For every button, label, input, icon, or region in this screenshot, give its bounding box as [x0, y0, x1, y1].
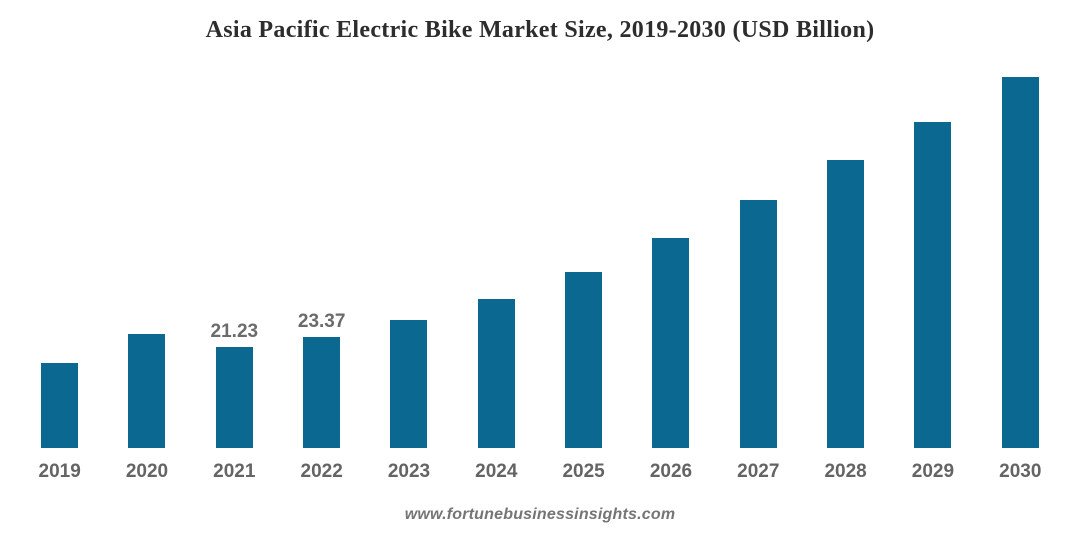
bar-2021 — [215, 347, 253, 448]
bar-2030 — [1001, 77, 1039, 448]
bar-column-2020 — [103, 60, 190, 448]
bar-2019 — [41, 363, 79, 448]
data-label-2022: 23.37 — [297, 311, 346, 332]
x-tick-2030: 2030 — [999, 461, 1042, 482]
bar-column-2028 — [802, 60, 889, 448]
x-tick-2025: 2025 — [562, 461, 605, 482]
bar-column-2025 — [540, 60, 627, 448]
x-tick-2022: 2022 — [300, 461, 343, 482]
x-tick-2029: 2029 — [911, 461, 955, 482]
bar-column-2026 — [627, 60, 714, 448]
x-tick-2021: 2021 — [213, 461, 256, 482]
x-tick-2024: 2024 — [475, 461, 518, 482]
bar-2028 — [827, 160, 865, 448]
source-watermark: www.fortunebusinessinsights.com — [404, 506, 676, 523]
bar-column-2022: 23.37 — [278, 60, 365, 448]
chart-title: Asia Pacific Electric Bike Market Size, … — [205, 17, 875, 43]
x-tick-2026: 2026 — [649, 461, 693, 482]
x-tick-2023: 2023 — [387, 461, 431, 482]
bar-column-2021: 21.23 — [191, 60, 278, 448]
bar-2027 — [739, 200, 777, 448]
bar-column-2027 — [715, 60, 802, 448]
x-tick-2027: 2027 — [737, 461, 780, 482]
bar-2029 — [914, 122, 952, 448]
bar-2025 — [565, 272, 603, 448]
bar-column-2024 — [453, 60, 540, 448]
x-axis-labels: 2019 2020 2021 2022 2023 2024 2025 2026 2027 2028… — [16, 461, 1064, 483]
bar-2022 — [303, 337, 341, 448]
bars-row: 21.23 23.37 — [16, 60, 1064, 448]
bar-2020 — [128, 334, 166, 448]
x-tick-2020: 2020 — [125, 461, 169, 482]
data-label-2021: 21.23 — [210, 321, 259, 342]
bar-column-2030 — [977, 60, 1064, 448]
bar-column-2029 — [889, 60, 976, 448]
bar-2024 — [477, 299, 515, 448]
x-tick-2019: 2019 — [38, 461, 81, 482]
bar-2023 — [390, 320, 428, 448]
bar-column-2023 — [365, 60, 452, 448]
x-tick-2028: 2028 — [824, 461, 867, 482]
bar-2026 — [652, 238, 690, 448]
bar-column-2019 — [16, 60, 103, 448]
